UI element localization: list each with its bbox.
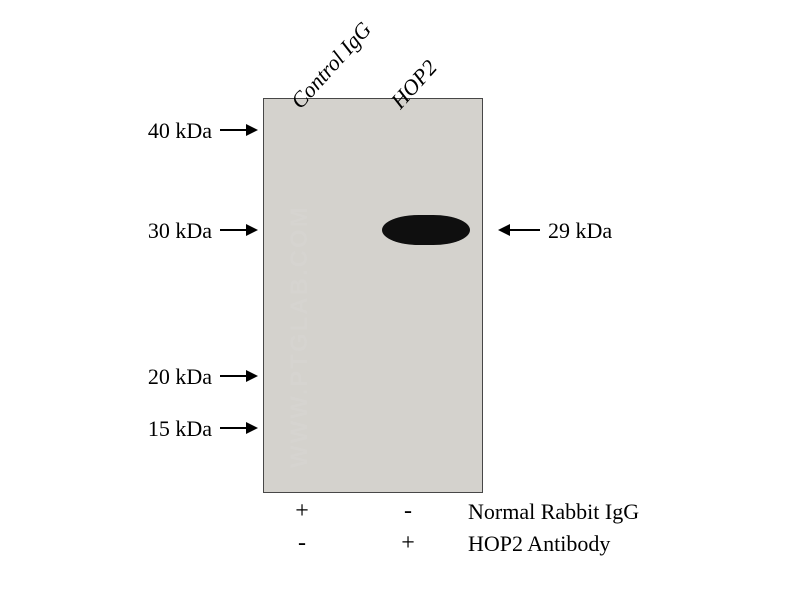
western-blot-membrane: WWW.PTGLAB.COM	[263, 98, 483, 493]
arrow-right-icon	[246, 124, 258, 136]
arrow-left-icon	[498, 224, 510, 236]
figure-container: WWW.PTGLAB.COM Control IgGHOP2 40 kDa30 …	[0, 0, 800, 600]
protein-band	[382, 215, 470, 245]
arrow-right-icon	[246, 370, 258, 382]
arrow-right-icon	[246, 422, 258, 434]
arrow-stem	[220, 375, 246, 377]
condition-symbol: -	[393, 498, 423, 525]
arrow-stem	[508, 229, 540, 231]
condition-symbol: +	[393, 530, 423, 557]
watermark-text: WWW.PTGLAB.COM	[286, 205, 314, 468]
arrow-stem	[220, 129, 246, 131]
condition-label: Normal Rabbit IgG	[468, 499, 639, 525]
arrow-right-icon	[246, 224, 258, 236]
condition-label: HOP2 Antibody	[468, 531, 610, 557]
arrow-stem	[220, 229, 246, 231]
band-size-label: 29 kDa	[548, 218, 612, 244]
mw-marker-label: 15 kDa	[148, 416, 212, 442]
condition-symbol: -	[287, 530, 317, 557]
mw-marker-label: 20 kDa	[148, 364, 212, 390]
mw-marker-label: 30 kDa	[148, 218, 212, 244]
arrow-stem	[220, 427, 246, 429]
condition-symbol: +	[287, 498, 317, 525]
mw-marker-label: 40 kDa	[148, 118, 212, 144]
